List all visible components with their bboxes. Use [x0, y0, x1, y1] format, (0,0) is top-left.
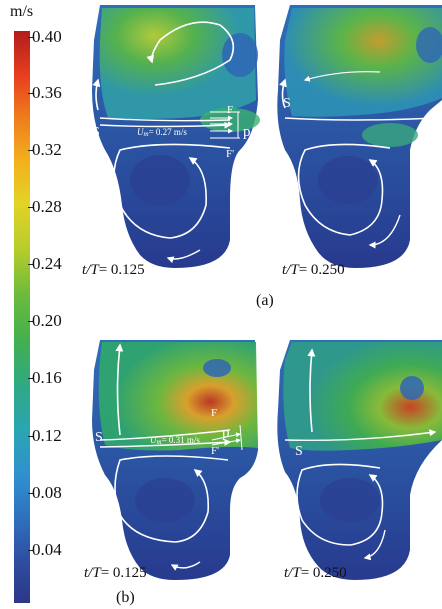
colorbar: [14, 31, 30, 603]
velocity-label: Um= 0.27 m/s: [137, 127, 187, 138]
velocity-label: Um= 0.31 m/s: [150, 435, 200, 446]
colorbar-tick-label: 0.20: [32, 311, 62, 330]
colorbar-tick-mark: [28, 550, 33, 551]
label-s: S: [92, 125, 100, 140]
label-f: F: [211, 407, 217, 419]
colorbar-tick-mark: [28, 37, 33, 38]
label-s: S: [295, 444, 303, 459]
chamber-a-right: [277, 5, 442, 268]
panel-a-graphic: S F F' p Um= 0.27 m/s S: [92, 5, 442, 268]
panel-b-graphic: S F F' p Um= 0.31 m/s S: [92, 340, 442, 580]
colorbar-tick-label: 0.16: [32, 368, 62, 387]
label-p: p: [243, 124, 251, 140]
time-label: t/T= 0.125: [84, 565, 147, 581]
label-f-prime: F': [226, 148, 234, 160]
colorbar-unit: m/s: [10, 3, 34, 20]
label-f: F: [227, 104, 233, 116]
time-label: t/T= 0.250: [282, 262, 345, 278]
colorbar-tick-mark: [28, 150, 33, 151]
colorbar-tick-mark: [28, 264, 33, 265]
chamber-a-left: [92, 5, 260, 268]
colorbar-tick-mark: [28, 321, 33, 322]
colorbar-tick-label: 0.36: [32, 83, 62, 102]
time-label: t/T= 0.250: [284, 565, 347, 581]
colorbar-tick-label: 0.08: [32, 483, 62, 502]
colorbar-tick-label: 0.24: [32, 254, 62, 273]
label-s: S: [283, 96, 291, 111]
colorbar-tick-mark: [28, 378, 33, 379]
colorbar-tick-mark: [28, 493, 33, 494]
colorbar-tick-mark: [28, 207, 33, 208]
colorbar-tick-label: 0.04: [32, 540, 62, 559]
label-f-prime: F': [211, 445, 219, 457]
colorbar-tick-label: 0.28: [32, 197, 62, 216]
colorbar-tick-label: 0.12: [32, 426, 62, 445]
label-s: S: [95, 430, 103, 445]
colorbar-tick-label: 0.40: [32, 27, 62, 46]
colorbar-tick-mark: [28, 436, 33, 437]
chamber-b-left: [92, 340, 258, 580]
panel-b: S F F' p Um= 0.31 m/s S t/T= 0.125 t/T= …: [80, 300, 442, 606]
panel-caption: (b): [116, 589, 135, 606]
panel-a: S F F' p Um= 0.27 m/s S t/T= 0.125 t/T= …: [80, 0, 442, 309]
chamber-b-right: [277, 340, 442, 580]
colorbar-tick-mark: [28, 93, 33, 94]
label-p: p: [222, 425, 230, 441]
colorbar-tick-label: 0.32: [32, 140, 62, 159]
time-label: t/T= 0.125: [82, 262, 145, 278]
panel-caption: (a): [256, 292, 274, 309]
